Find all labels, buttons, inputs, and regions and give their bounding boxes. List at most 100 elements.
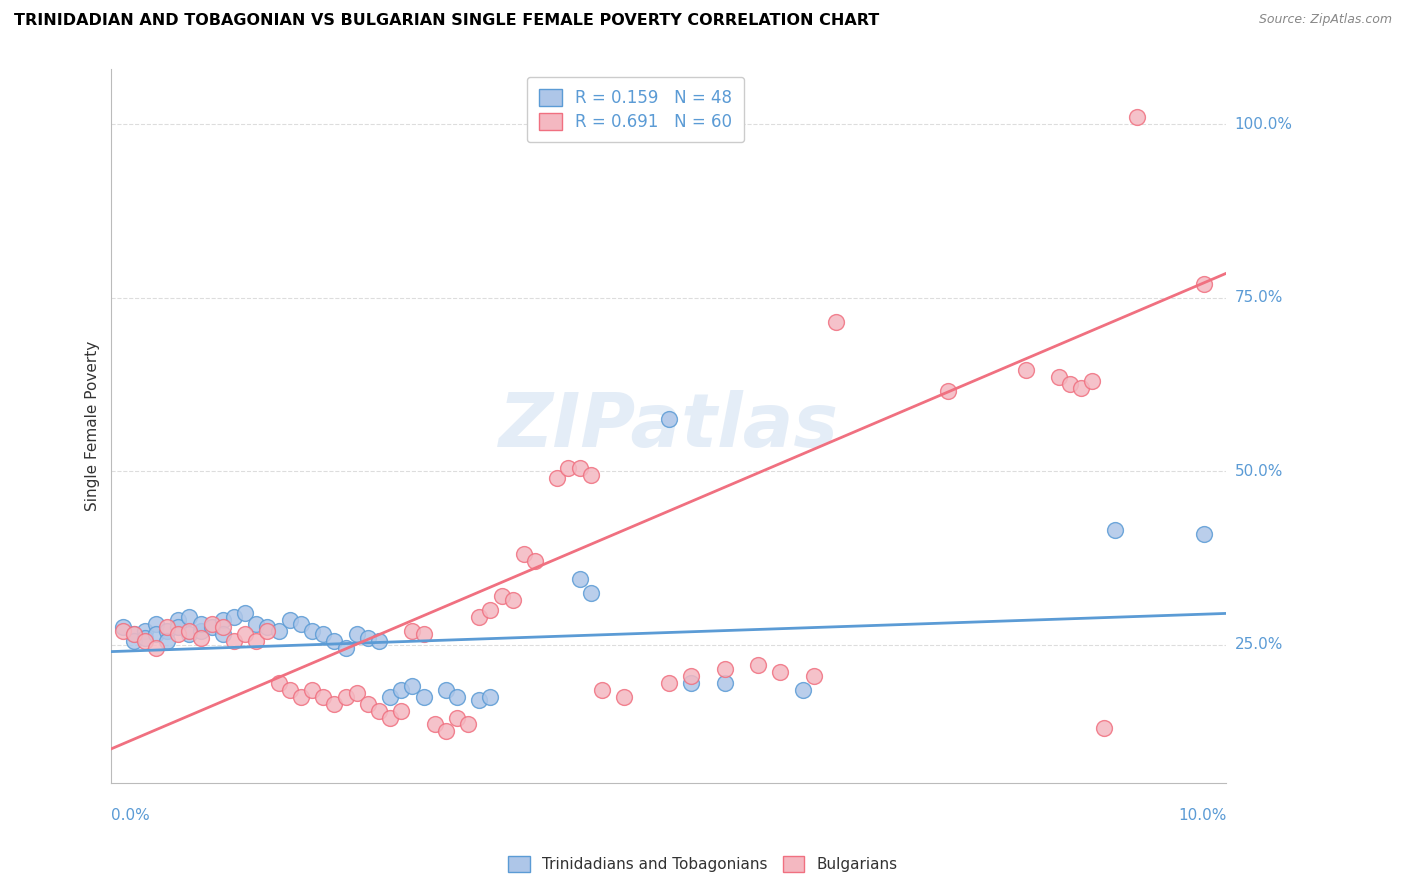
Point <box>201 620 224 634</box>
Point <box>368 704 391 718</box>
Point <box>134 624 156 638</box>
Point <box>111 620 134 634</box>
Point <box>201 616 224 631</box>
Point <box>357 631 380 645</box>
Point <box>256 624 278 638</box>
Text: ZIPatlas: ZIPatlas <box>499 390 839 462</box>
Point <box>145 616 167 631</box>
Point <box>513 548 536 562</box>
Text: TRINIDADIAN AND TOBAGONIAN VS BULGARIAN SINGLE FEMALE POVERTY CORRELATION CHART: TRINIDADIAN AND TOBAGONIAN VS BULGARIAN … <box>14 13 879 29</box>
Point <box>145 627 167 641</box>
Point <box>245 616 267 631</box>
Point <box>502 592 524 607</box>
Point <box>557 460 579 475</box>
Point <box>167 613 190 627</box>
Point <box>346 686 368 700</box>
Point <box>212 627 235 641</box>
Point <box>301 624 323 638</box>
Point <box>290 616 312 631</box>
Point <box>936 384 959 399</box>
Point <box>1192 526 1215 541</box>
Point <box>190 631 212 645</box>
Point <box>446 710 468 724</box>
Point <box>658 412 681 426</box>
Point <box>713 662 735 676</box>
Point <box>681 669 703 683</box>
Point <box>468 610 491 624</box>
Point <box>479 603 502 617</box>
Point <box>346 627 368 641</box>
Text: 50.0%: 50.0% <box>1234 464 1282 479</box>
Point <box>568 460 591 475</box>
Point <box>156 624 179 638</box>
Point <box>233 607 256 621</box>
Point <box>267 676 290 690</box>
Point <box>434 682 457 697</box>
Point <box>190 616 212 631</box>
Point <box>769 665 792 680</box>
Text: 0.0%: 0.0% <box>111 808 150 823</box>
Point <box>167 620 190 634</box>
Point <box>803 669 825 683</box>
Point <box>122 634 145 648</box>
Point <box>179 627 201 641</box>
Point <box>256 620 278 634</box>
Point <box>312 690 335 704</box>
Point <box>323 634 346 648</box>
Point <box>179 624 201 638</box>
Point <box>122 627 145 641</box>
Point <box>134 634 156 648</box>
Point <box>792 682 814 697</box>
Point <box>190 624 212 638</box>
Point <box>713 676 735 690</box>
Point <box>357 697 380 711</box>
Point <box>524 554 547 568</box>
Point <box>222 610 245 624</box>
Text: 10.0%: 10.0% <box>1178 808 1226 823</box>
Text: 100.0%: 100.0% <box>1234 117 1292 131</box>
Point <box>378 710 401 724</box>
Point <box>1070 381 1092 395</box>
Point <box>546 471 568 485</box>
Point <box>468 693 491 707</box>
Point <box>245 634 267 648</box>
Point <box>591 682 613 697</box>
Point <box>1192 277 1215 291</box>
Point <box>389 704 412 718</box>
Point <box>134 631 156 645</box>
Point <box>658 676 681 690</box>
Point <box>579 585 602 599</box>
Point <box>156 620 179 634</box>
Point <box>491 589 513 603</box>
Point <box>579 467 602 482</box>
Point <box>479 690 502 704</box>
Point <box>278 613 301 627</box>
Point <box>434 724 457 739</box>
Point <box>1047 370 1070 384</box>
Point <box>301 682 323 697</box>
Point <box>401 679 423 693</box>
Legend: Trinidadians and Tobagonians, Bulgarians: Trinidadians and Tobagonians, Bulgarians <box>501 848 905 880</box>
Point <box>825 315 848 329</box>
Point <box>613 690 636 704</box>
Point <box>446 690 468 704</box>
Text: Source: ZipAtlas.com: Source: ZipAtlas.com <box>1258 13 1392 27</box>
Point <box>290 690 312 704</box>
Point <box>111 624 134 638</box>
Legend: R = 0.159   N = 48, R = 0.691   N = 60: R = 0.159 N = 48, R = 0.691 N = 60 <box>527 77 744 143</box>
Point <box>212 620 235 634</box>
Point <box>335 641 357 656</box>
Point <box>389 682 412 697</box>
Y-axis label: Single Female Poverty: Single Female Poverty <box>86 341 100 511</box>
Point <box>412 627 434 641</box>
Point <box>335 690 357 704</box>
Point <box>323 697 346 711</box>
Point <box>167 627 190 641</box>
Point <box>233 627 256 641</box>
Point <box>378 690 401 704</box>
Point <box>312 627 335 641</box>
Text: 25.0%: 25.0% <box>1234 637 1282 652</box>
Point <box>681 676 703 690</box>
Point <box>1104 523 1126 537</box>
Point <box>212 613 235 627</box>
